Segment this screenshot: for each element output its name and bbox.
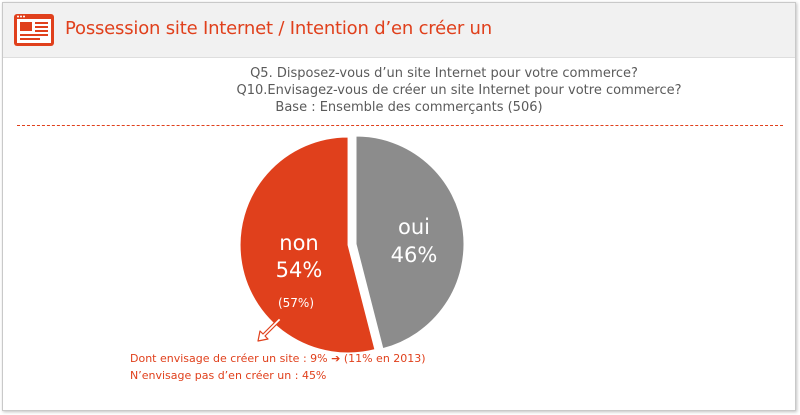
slice-value-oui: 46% [391, 243, 438, 267]
header-bar: Possession site Internet / Intention d’e… [3, 3, 795, 58]
notes-block: Dont envisage de créer un site : 9% ➔ (1… [130, 350, 426, 384]
website-icon [14, 14, 54, 46]
question-q10: Q10.Envisagez-vous de créer un site Inte… [236, 83, 682, 98]
question-block: Q5. Disposez-vous d’un site Internet pou… [3, 65, 795, 116]
question-q5: Q5. Disposez-vous d’un site Internet pou… [250, 66, 638, 81]
pie-slice-oui [355, 135, 465, 350]
dashed-divider [17, 125, 783, 126]
page-title: Possession site Internet / Intention d’e… [65, 18, 492, 39]
pie-slice-non [239, 136, 376, 354]
slice-value-non: 54% [276, 258, 323, 282]
note-line-2: N’envisage pas d’en créer un : 45% [130, 369, 327, 382]
note-comparison: (11% en 2013) [343, 352, 426, 365]
slice-note-non: (57%) [278, 296, 314, 310]
callout-arrow-icon [257, 317, 282, 342]
slice-label-non: non [279, 231, 318, 255]
slice-label-oui: oui [398, 215, 430, 239]
note-line-1: Dont envisage de créer un site : 9% ➔ (1… [130, 350, 426, 367]
base-text: Base : Ensemble des commerçants (506) [275, 100, 543, 115]
note-envisage: Dont envisage de créer un site : 9% [130, 352, 328, 365]
arrow-right-icon: ➔ [331, 352, 341, 365]
